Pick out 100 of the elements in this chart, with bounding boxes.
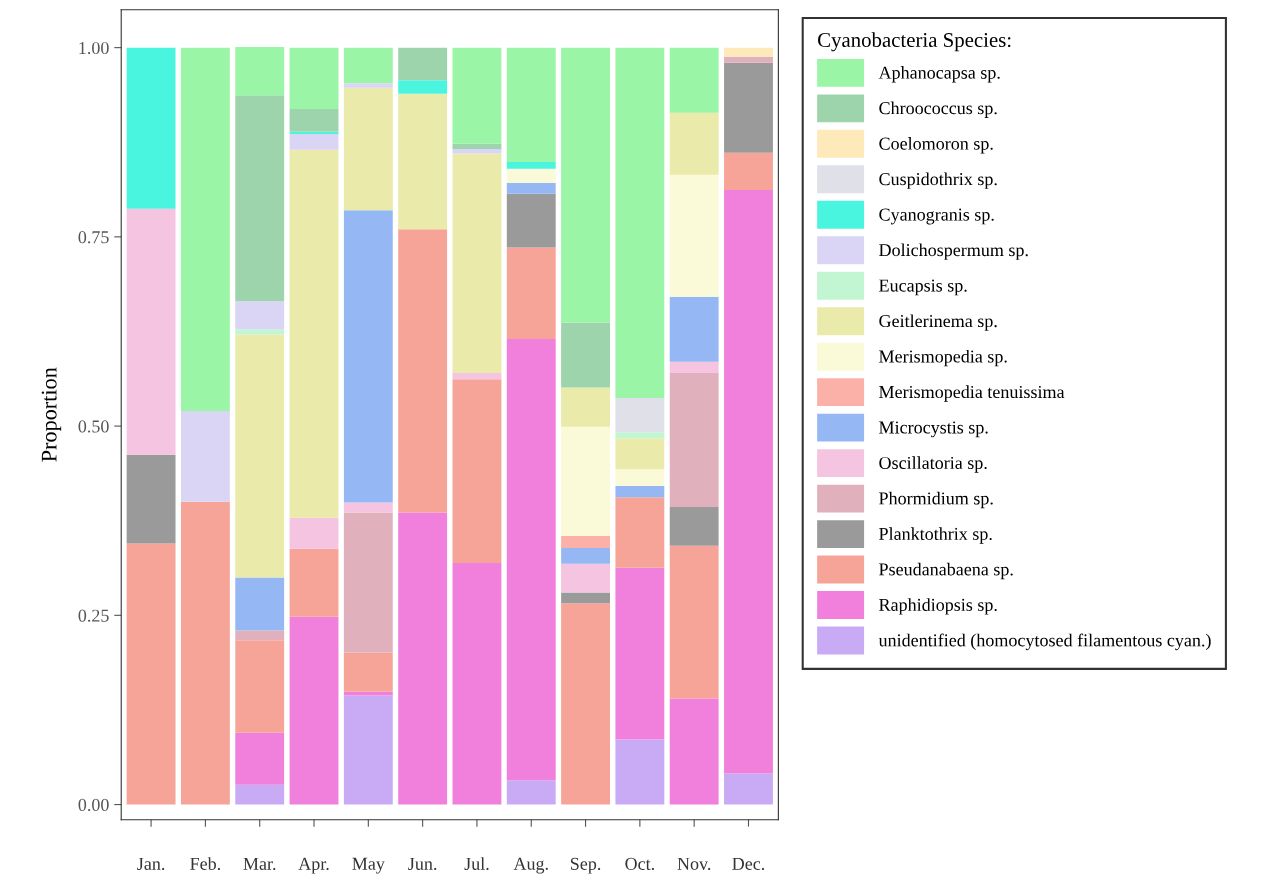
bar (235, 95, 285, 302)
bar (235, 784, 285, 805)
bar (669, 361, 719, 374)
legend-label: Planktothrix sp. (879, 527, 992, 544)
bar (235, 301, 285, 330)
legend-label: Aphanocapsa sp. (878, 66, 1000, 83)
bar (561, 535, 610, 548)
y-tick-label: 0.00 (78, 798, 109, 812)
bar (398, 47, 448, 81)
bar (724, 152, 773, 190)
y-tick-label: 1.00 (79, 41, 109, 55)
bar (343, 695, 393, 805)
bar (669, 112, 719, 175)
bar (398, 80, 448, 94)
bar (506, 339, 556, 781)
x-tick-label: Apr. (298, 857, 329, 874)
bar (669, 507, 719, 546)
bar (615, 398, 665, 433)
bar (506, 47, 556, 162)
x-tick-label: Sep. (570, 857, 601, 874)
legend-label: Oscillatoria sp. (879, 456, 987, 473)
bar (561, 592, 610, 604)
y-axis-title: Proportion (41, 367, 62, 462)
bar (289, 47, 339, 109)
bar (289, 133, 339, 150)
bar (561, 47, 610, 323)
bar (180, 501, 230, 805)
bar (561, 387, 610, 427)
x-tick-label: Jun. (408, 857, 437, 870)
bar (235, 732, 285, 785)
bar (343, 47, 393, 84)
bar (235, 640, 285, 733)
legend-label: Merismopedia sp. (879, 349, 1007, 367)
bar (506, 780, 556, 805)
legend-label: Microcystis sp. (879, 421, 988, 438)
bar (669, 296, 719, 362)
legend-label: unidentified (homocytosed filamentous cyan.) (878, 633, 1211, 651)
bar (506, 193, 556, 248)
x-tick-label: Jul. (464, 857, 489, 870)
bar (126, 454, 176, 544)
bar (669, 545, 719, 699)
bar (235, 577, 285, 631)
bar (724, 62, 773, 153)
legend-label: Merismopedia tenuissima (879, 385, 1065, 402)
bar (343, 691, 393, 696)
bar (235, 334, 285, 578)
bar (343, 512, 393, 653)
bar (398, 512, 448, 805)
legend-label: Pseudanabaena sp. (879, 562, 1013, 580)
bar (724, 47, 773, 57)
bar (615, 438, 665, 470)
bar (180, 410, 230, 502)
bar (615, 497, 665, 568)
bar (615, 469, 665, 486)
legend-title: Cyanobacteria Species: (818, 32, 1011, 52)
bar (615, 485, 665, 498)
bar (506, 183, 556, 194)
bar (452, 563, 502, 805)
bar (452, 379, 502, 564)
bar (615, 739, 665, 805)
bar (289, 108, 339, 132)
bar (669, 174, 719, 297)
legend-label: Coelomoron sp. (879, 137, 993, 154)
bar (398, 93, 448, 230)
legend-label: Chroococcus sp. (879, 101, 997, 118)
bar (506, 168, 556, 184)
bar (561, 426, 610, 536)
bar (561, 322, 610, 388)
bar (343, 652, 393, 692)
y-tick-label: 0.50 (78, 420, 109, 433)
x-tick-label: Aug. (513, 857, 548, 874)
legend-label: Cuspidothrix sp. (879, 172, 997, 189)
bar (506, 161, 556, 169)
bar (561, 547, 610, 564)
bar (235, 46, 285, 96)
x-tick-label: Oct. (625, 857, 654, 870)
x-tick-label: Jan. (137, 857, 165, 870)
legend-label: Phormidium sp. (879, 491, 993, 509)
bar (452, 149, 502, 154)
bar (615, 432, 665, 439)
x-tick-label: Dec. (732, 857, 765, 870)
bar (724, 56, 773, 63)
bar (452, 373, 502, 380)
legend-label: Geitlerinema sp. (879, 314, 997, 331)
bar (561, 563, 610, 593)
x-tick-label: May (352, 857, 385, 874)
bar (126, 543, 176, 805)
bar (724, 773, 773, 805)
bar (615, 567, 665, 740)
x-tick-label: Feb. (190, 857, 221, 870)
bar (452, 143, 502, 150)
bar (724, 189, 773, 774)
bar (615, 47, 665, 399)
bar (343, 83, 393, 88)
bar (235, 630, 285, 641)
bar (343, 210, 393, 503)
legend-label: Dolichospermum sp. (879, 243, 1028, 260)
bar (289, 149, 339, 518)
bar (506, 247, 556, 340)
bar (398, 229, 448, 513)
